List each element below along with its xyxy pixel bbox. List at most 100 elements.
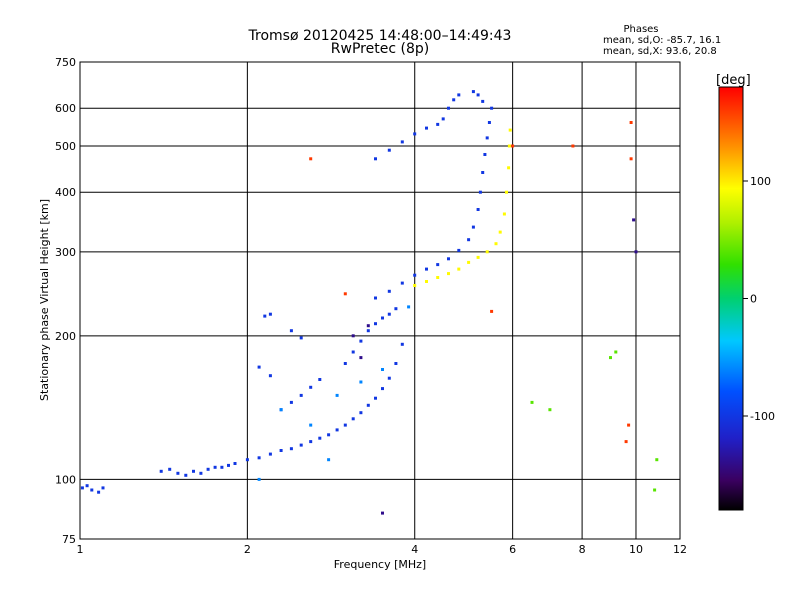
data-point-s0 bbox=[318, 378, 322, 381]
data-point-s1 bbox=[413, 284, 417, 287]
data-point-s0 bbox=[343, 423, 347, 427]
data-point-s3 bbox=[511, 144, 515, 148]
grid-lines bbox=[80, 62, 680, 539]
data-point-s0 bbox=[394, 307, 398, 311]
data-point-s0 bbox=[213, 465, 217, 469]
y-tick-label: 600 bbox=[55, 102, 76, 115]
data-point-s0 bbox=[441, 117, 445, 121]
data-point-s0 bbox=[257, 456, 261, 460]
data-point-s0 bbox=[436, 263, 440, 267]
y-tick-label: 100 bbox=[55, 473, 76, 486]
data-point-s0 bbox=[366, 329, 370, 333]
data-point-s0 bbox=[400, 342, 404, 346]
phase-stats-x: mean, sd,X: 93.6, 20.8 bbox=[603, 46, 717, 57]
data-point-s4 bbox=[530, 400, 534, 404]
phase-stats-heading: Phases bbox=[623, 24, 658, 35]
data-point-s0 bbox=[245, 458, 249, 462]
chart-subtitle: RwPretec (8p) bbox=[331, 41, 429, 57]
data-point-s0 bbox=[176, 471, 180, 475]
data-point-s0 bbox=[192, 469, 195, 473]
data-point-s0 bbox=[366, 403, 370, 407]
data-point-s3 bbox=[490, 309, 494, 313]
chart-title: Tromsø 20120425 14:48:00–14:49:43 bbox=[248, 28, 512, 44]
data-point-s5 bbox=[359, 356, 363, 360]
data-point-s5 bbox=[351, 334, 355, 338]
data-point-s1 bbox=[507, 144, 511, 148]
data-point-s0 bbox=[452, 98, 456, 102]
data-point-s1 bbox=[467, 260, 471, 264]
data-point-s0 bbox=[425, 126, 428, 130]
data-point-s0 bbox=[374, 322, 377, 326]
data-point-s0 bbox=[299, 443, 303, 447]
data-point-s0 bbox=[413, 273, 417, 277]
data-point-s0 bbox=[413, 132, 417, 136]
data-point-s0 bbox=[343, 362, 347, 365]
data-point-s3 bbox=[624, 440, 628, 444]
data-point-s0 bbox=[309, 440, 313, 444]
data-point-s0 bbox=[457, 93, 461, 97]
data-point-s0 bbox=[279, 449, 283, 452]
data-point-s0 bbox=[490, 106, 494, 110]
data-point-s0 bbox=[85, 484, 89, 488]
data-point-s1 bbox=[508, 128, 512, 132]
y-tick-label: 400 bbox=[55, 186, 76, 199]
data-point-s0 bbox=[97, 490, 101, 494]
data-point-s0 bbox=[80, 486, 84, 490]
data-point-s0 bbox=[263, 314, 267, 318]
data-point-s5 bbox=[366, 324, 370, 328]
data-point-s1 bbox=[494, 242, 498, 246]
data-point-s0 bbox=[476, 208, 480, 211]
data-point-s1 bbox=[498, 230, 502, 234]
data-point-s0 bbox=[387, 289, 391, 293]
data-point-s0 bbox=[184, 473, 188, 477]
data-point-s3 bbox=[627, 423, 631, 427]
data-point-s2 bbox=[359, 380, 363, 384]
data-point-s4 bbox=[614, 350, 618, 354]
data-point-s3 bbox=[629, 157, 633, 161]
data-point-s0 bbox=[471, 225, 475, 229]
data-point-s0 bbox=[387, 312, 391, 316]
y-tick-label: 300 bbox=[55, 246, 76, 259]
colorbar-tick-label: -100 bbox=[750, 410, 775, 423]
data-point-s0 bbox=[471, 90, 475, 94]
data-point-s3 bbox=[309, 157, 313, 161]
data-point-s0 bbox=[374, 296, 377, 300]
y-tick-label: 75 bbox=[62, 533, 76, 546]
x-tick-label: 6 bbox=[509, 543, 516, 556]
data-point-s0 bbox=[425, 267, 428, 271]
data-point-s2 bbox=[257, 477, 261, 481]
data-point-s2 bbox=[335, 393, 339, 397]
data-point-s0 bbox=[101, 486, 105, 490]
data-point-s1 bbox=[505, 190, 508, 194]
data-point-s3 bbox=[343, 292, 347, 296]
data-point-s2 bbox=[407, 305, 411, 309]
data-point-s0 bbox=[268, 452, 272, 456]
data-point-s0 bbox=[168, 467, 172, 471]
colorbar bbox=[718, 86, 744, 511]
data-point-s0 bbox=[289, 400, 293, 404]
data-point-s0 bbox=[233, 462, 237, 465]
data-point-s0 bbox=[381, 387, 384, 391]
data-point-s3 bbox=[629, 121, 633, 124]
data-point-s0 bbox=[400, 140, 404, 144]
data-point-s0 bbox=[374, 396, 377, 400]
y-tick-label: 750 bbox=[55, 56, 76, 69]
colorbar-label: [deg] bbox=[716, 73, 751, 88]
x-tick-label: 12 bbox=[673, 543, 687, 556]
data-point-s0 bbox=[289, 447, 293, 451]
data-point-s0 bbox=[447, 106, 450, 110]
data-point-s1 bbox=[425, 280, 428, 283]
data-point-s1 bbox=[502, 212, 506, 216]
data-point-s0 bbox=[436, 122, 440, 126]
data-point-s0 bbox=[206, 467, 210, 471]
data-point-s2 bbox=[381, 368, 384, 371]
data-points bbox=[80, 90, 659, 515]
data-point-s5 bbox=[381, 511, 384, 515]
data-point-s0 bbox=[485, 136, 489, 140]
x-tick-label: 4 bbox=[411, 543, 418, 556]
data-point-s5 bbox=[634, 250, 638, 254]
colorbar-ticks: 100 0 -100 bbox=[743, 175, 775, 423]
data-point-s5 bbox=[632, 218, 636, 222]
data-point-s0 bbox=[351, 350, 355, 354]
